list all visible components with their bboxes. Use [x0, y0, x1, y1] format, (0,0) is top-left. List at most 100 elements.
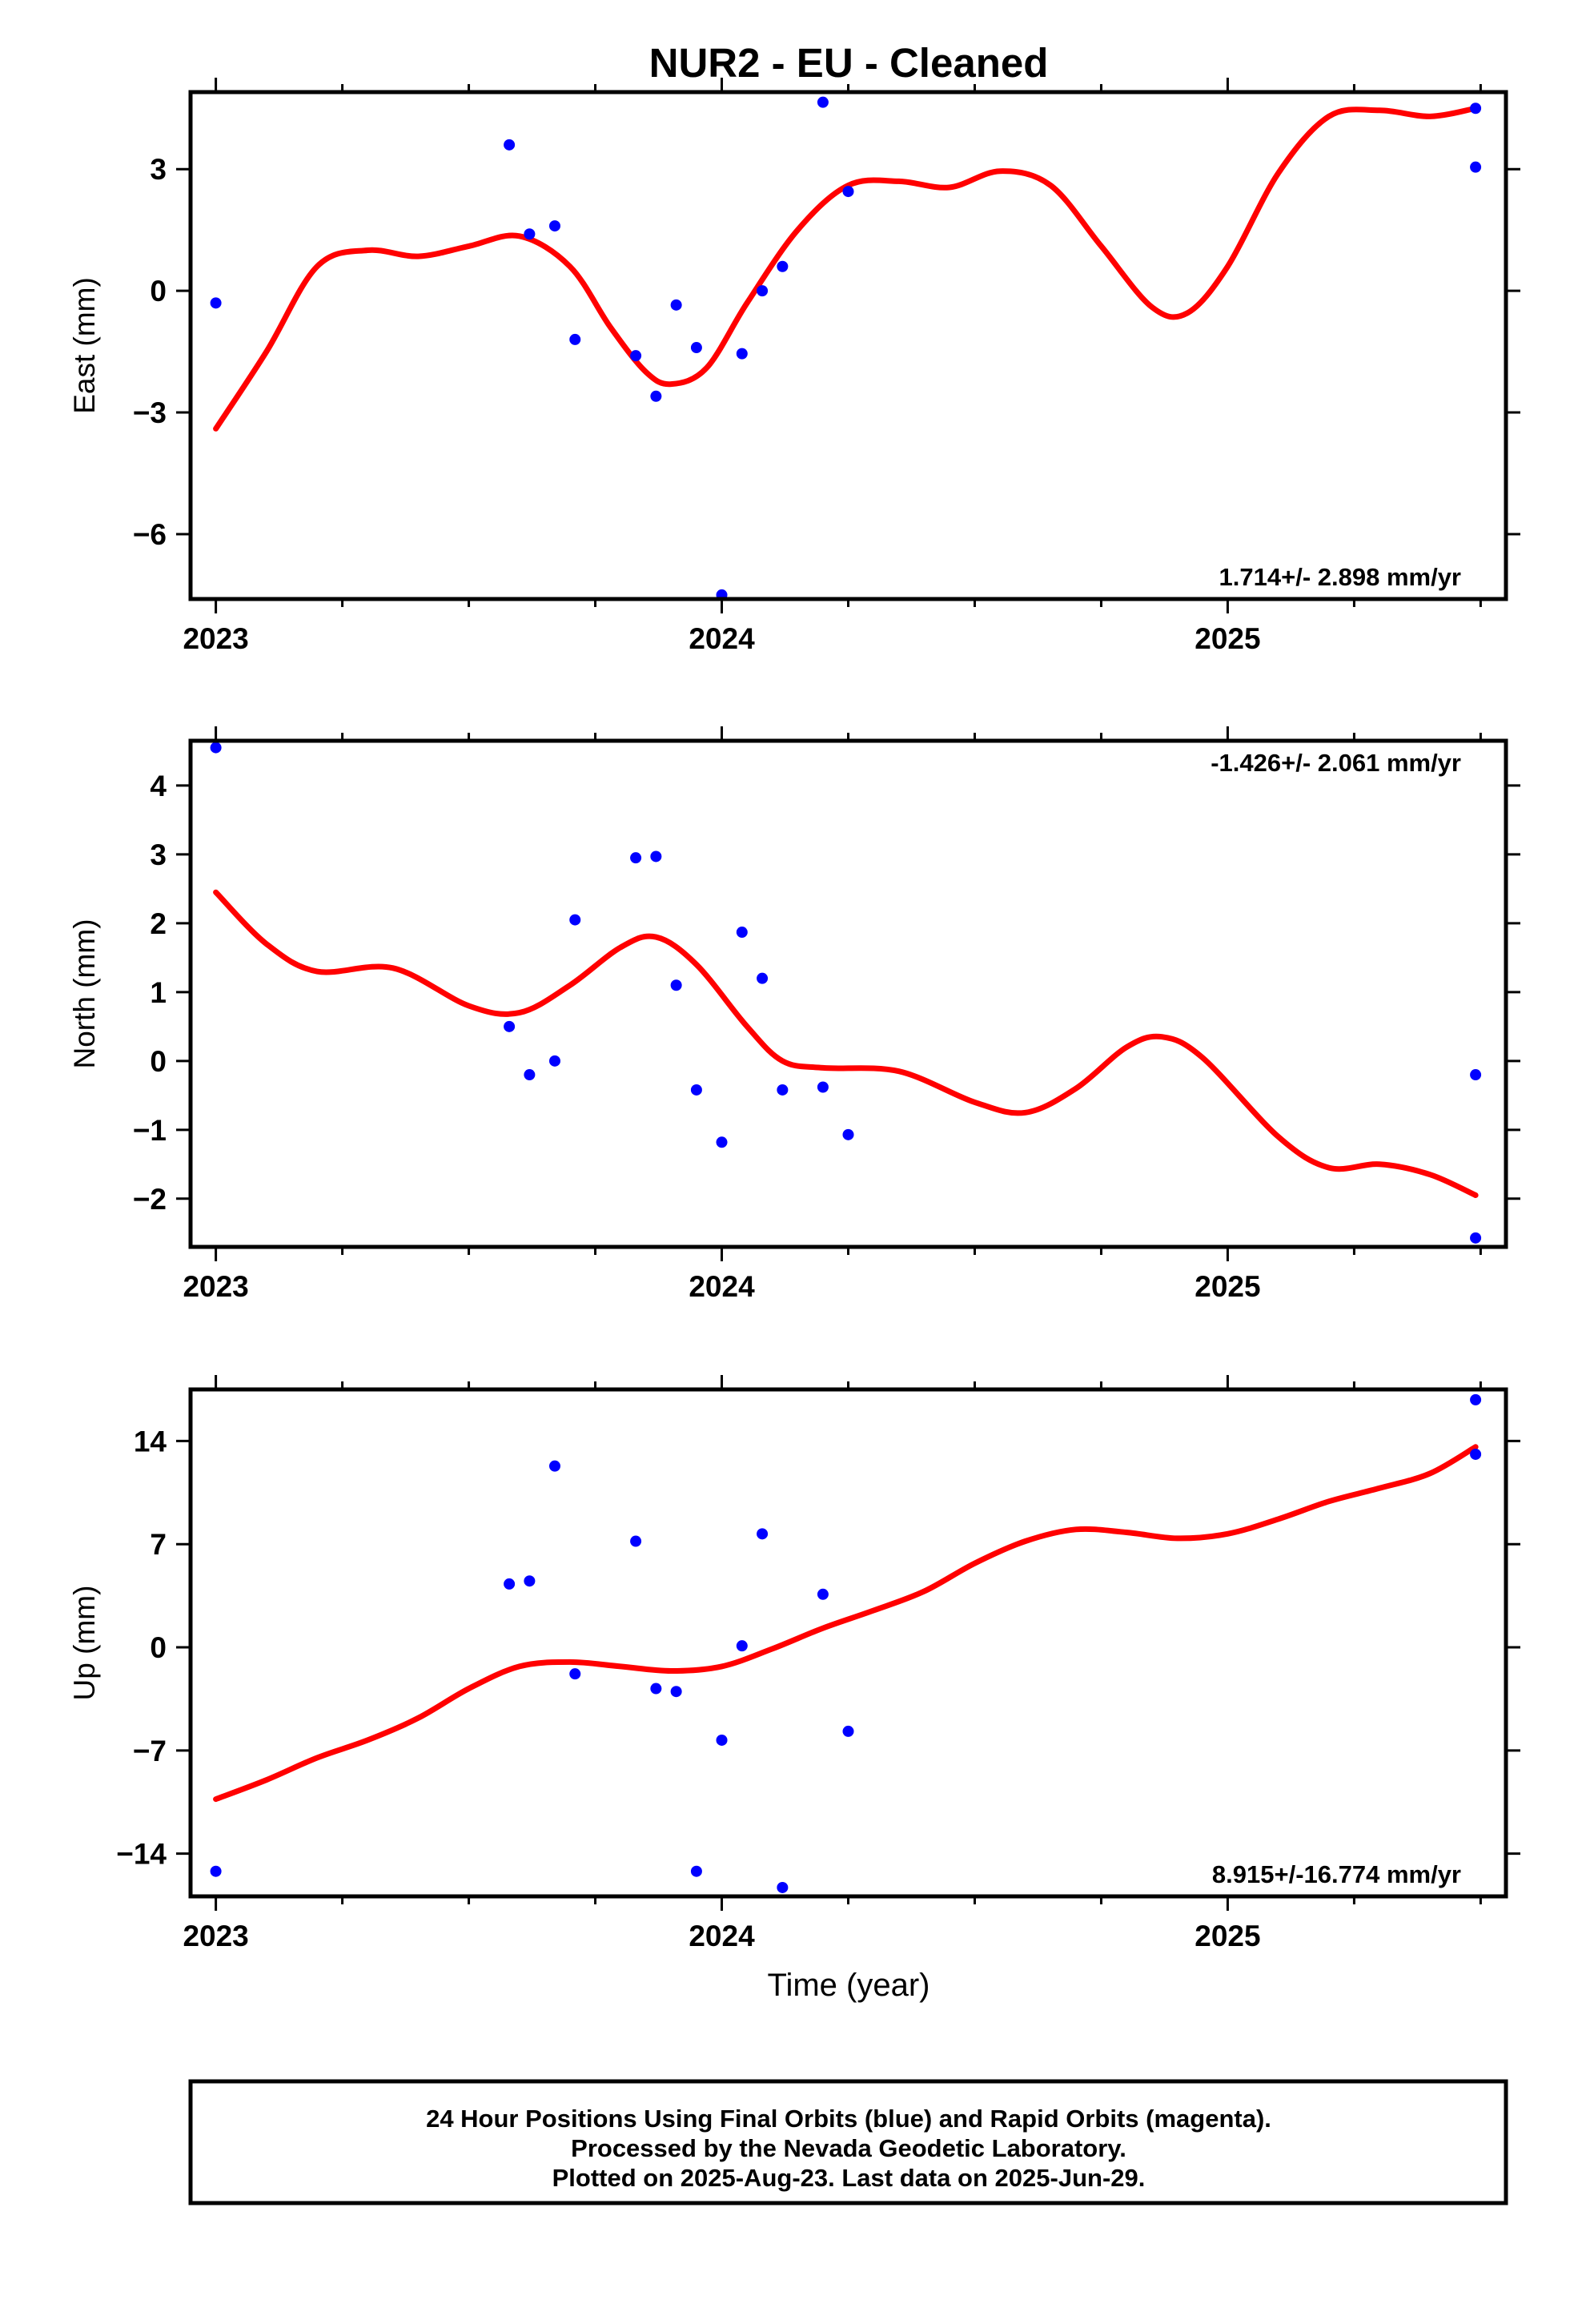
x-tick-label: 2025 — [1195, 622, 1260, 655]
x-tick-label: 2024 — [689, 622, 755, 655]
data-point — [630, 852, 642, 864]
data-layer — [210, 96, 1482, 601]
y-tick-label: 0 — [150, 1631, 167, 1664]
y-tick-label: 2 — [150, 907, 167, 940]
data-point — [524, 1575, 536, 1587]
fit-curve — [213, 889, 1479, 1198]
data-point — [777, 1084, 789, 1096]
data-point — [569, 914, 581, 926]
figure-title: NUR2 - EU - Cleaned — [649, 40, 1049, 86]
footer-line-3: Plotted on 2025-Aug-23. Last data on 202… — [552, 2164, 1146, 2192]
y-axis-label: Up (mm) — [68, 1586, 101, 1701]
data-point — [716, 1734, 728, 1746]
data-point — [757, 1528, 769, 1540]
data-point — [504, 1020, 516, 1032]
y-tick-label: −6 — [133, 518, 167, 551]
fit-curve — [213, 1444, 1479, 1803]
data-point — [736, 1640, 748, 1652]
data-point — [757, 972, 769, 984]
data-point — [1470, 1393, 1482, 1405]
data-point — [630, 1535, 642, 1547]
data-point — [716, 1136, 728, 1148]
data-point — [1470, 1069, 1482, 1081]
data-point — [1470, 1448, 1482, 1460]
data-point — [548, 220, 560, 232]
data-point — [690, 1084, 702, 1096]
data-point — [817, 1588, 829, 1600]
x-tick-label: 2024 — [689, 1270, 755, 1303]
data-point — [548, 1460, 560, 1472]
data-point — [548, 1055, 560, 1067]
data-point — [842, 186, 854, 198]
data-point — [650, 390, 662, 402]
y-tick-label: 0 — [150, 275, 167, 308]
data-point — [524, 228, 536, 240]
x-tick-label: 2023 — [183, 1270, 248, 1303]
y-tick-label: 0 — [150, 1045, 167, 1078]
panel-2: 4 3 2 1 0 −1 −2 2023 2024 2025 North (mm) -1.426+/-… — [68, 726, 1520, 1303]
data-point — [690, 342, 702, 354]
data-point — [736, 348, 748, 360]
y-tick-label: 7 — [150, 1528, 167, 1561]
data-point — [650, 850, 662, 862]
y-tick-label: −14 — [116, 1838, 167, 1871]
data-point — [670, 299, 682, 311]
data-point — [670, 979, 682, 991]
y-tick-label: −1 — [133, 1114, 167, 1147]
data-point — [777, 260, 789, 272]
data-point — [210, 297, 222, 309]
data-point — [524, 1069, 536, 1081]
panels: 3 0 −3 −6 2023 2024 2025 East (mm) 1.714+/- 2.89… — [68, 78, 1520, 1952]
data-point — [210, 742, 222, 754]
data-point — [1470, 103, 1482, 115]
x-tick-label: 2023 — [183, 1920, 248, 1952]
data-point — [777, 1881, 789, 1893]
data-layer — [210, 742, 1482, 1244]
x-tick-label: 2025 — [1195, 1920, 1260, 1952]
data-point — [817, 96, 829, 108]
data-point — [210, 1865, 222, 1877]
rate-label: 8.915+/-16.774 mm/yr — [1212, 1860, 1461, 1888]
y-axis-label: North (mm) — [68, 919, 101, 1068]
data-point — [1470, 161, 1482, 173]
plot-frame — [188, 1387, 1508, 1899]
data-layer — [210, 1393, 1482, 1893]
plot-frame — [188, 90, 1508, 601]
x-tick-label: 2024 — [689, 1920, 755, 1952]
rate-label: -1.426+/- 2.061 mm/yr — [1211, 749, 1461, 777]
data-point — [670, 1686, 682, 1698]
data-point — [817, 1081, 829, 1093]
y-axis-label: East (mm) — [68, 277, 101, 414]
plot-frame — [188, 738, 1508, 1249]
data-point — [736, 927, 748, 939]
rate-label: 1.714+/- 2.898 mm/yr — [1219, 563, 1461, 591]
y-tick-label: −2 — [133, 1183, 167, 1216]
y-tick-label: 3 — [150, 153, 167, 186]
footer-line-1: 24 Hour Positions Using Final Orbits (bl… — [426, 2105, 1271, 2133]
data-point — [1470, 1232, 1482, 1244]
x-tick-label: 2023 — [183, 622, 248, 655]
data-point — [650, 1683, 662, 1695]
data-point — [504, 1578, 516, 1590]
data-point — [504, 139, 516, 151]
panel-1: 3 0 −3 −6 2023 2024 2025 East (mm) 1.714+/- 2.89… — [68, 78, 1520, 655]
data-point — [842, 1725, 854, 1737]
x-tick-label: 2025 — [1195, 1270, 1260, 1303]
y-tick-label: 4 — [150, 770, 167, 802]
y-tick-label: −3 — [133, 396, 167, 429]
y-tick-label: −7 — [133, 1735, 167, 1767]
footer-line-2: Processed by the Nevada Geodetic Laborat… — [571, 2134, 1126, 2162]
data-point — [757, 285, 769, 297]
data-point — [630, 350, 642, 362]
data-point — [690, 1865, 702, 1877]
panel-3: 14 7 0 −7 −14 2023 2024 2025 Up (mm) 8.915+/-16.7… — [68, 1375, 1520, 1952]
fit-curve — [213, 105, 1479, 432]
x-axis-label: Time (year) — [768, 1968, 930, 2003]
y-tick-label: 1 — [150, 976, 167, 1009]
footer-box: 24 Hour Positions Using Final Orbits (bl… — [188, 2079, 1508, 2205]
footer-frame — [188, 2079, 1508, 2205]
y-tick-label: 3 — [150, 838, 167, 871]
data-point — [569, 1668, 581, 1680]
data-point — [569, 333, 581, 345]
